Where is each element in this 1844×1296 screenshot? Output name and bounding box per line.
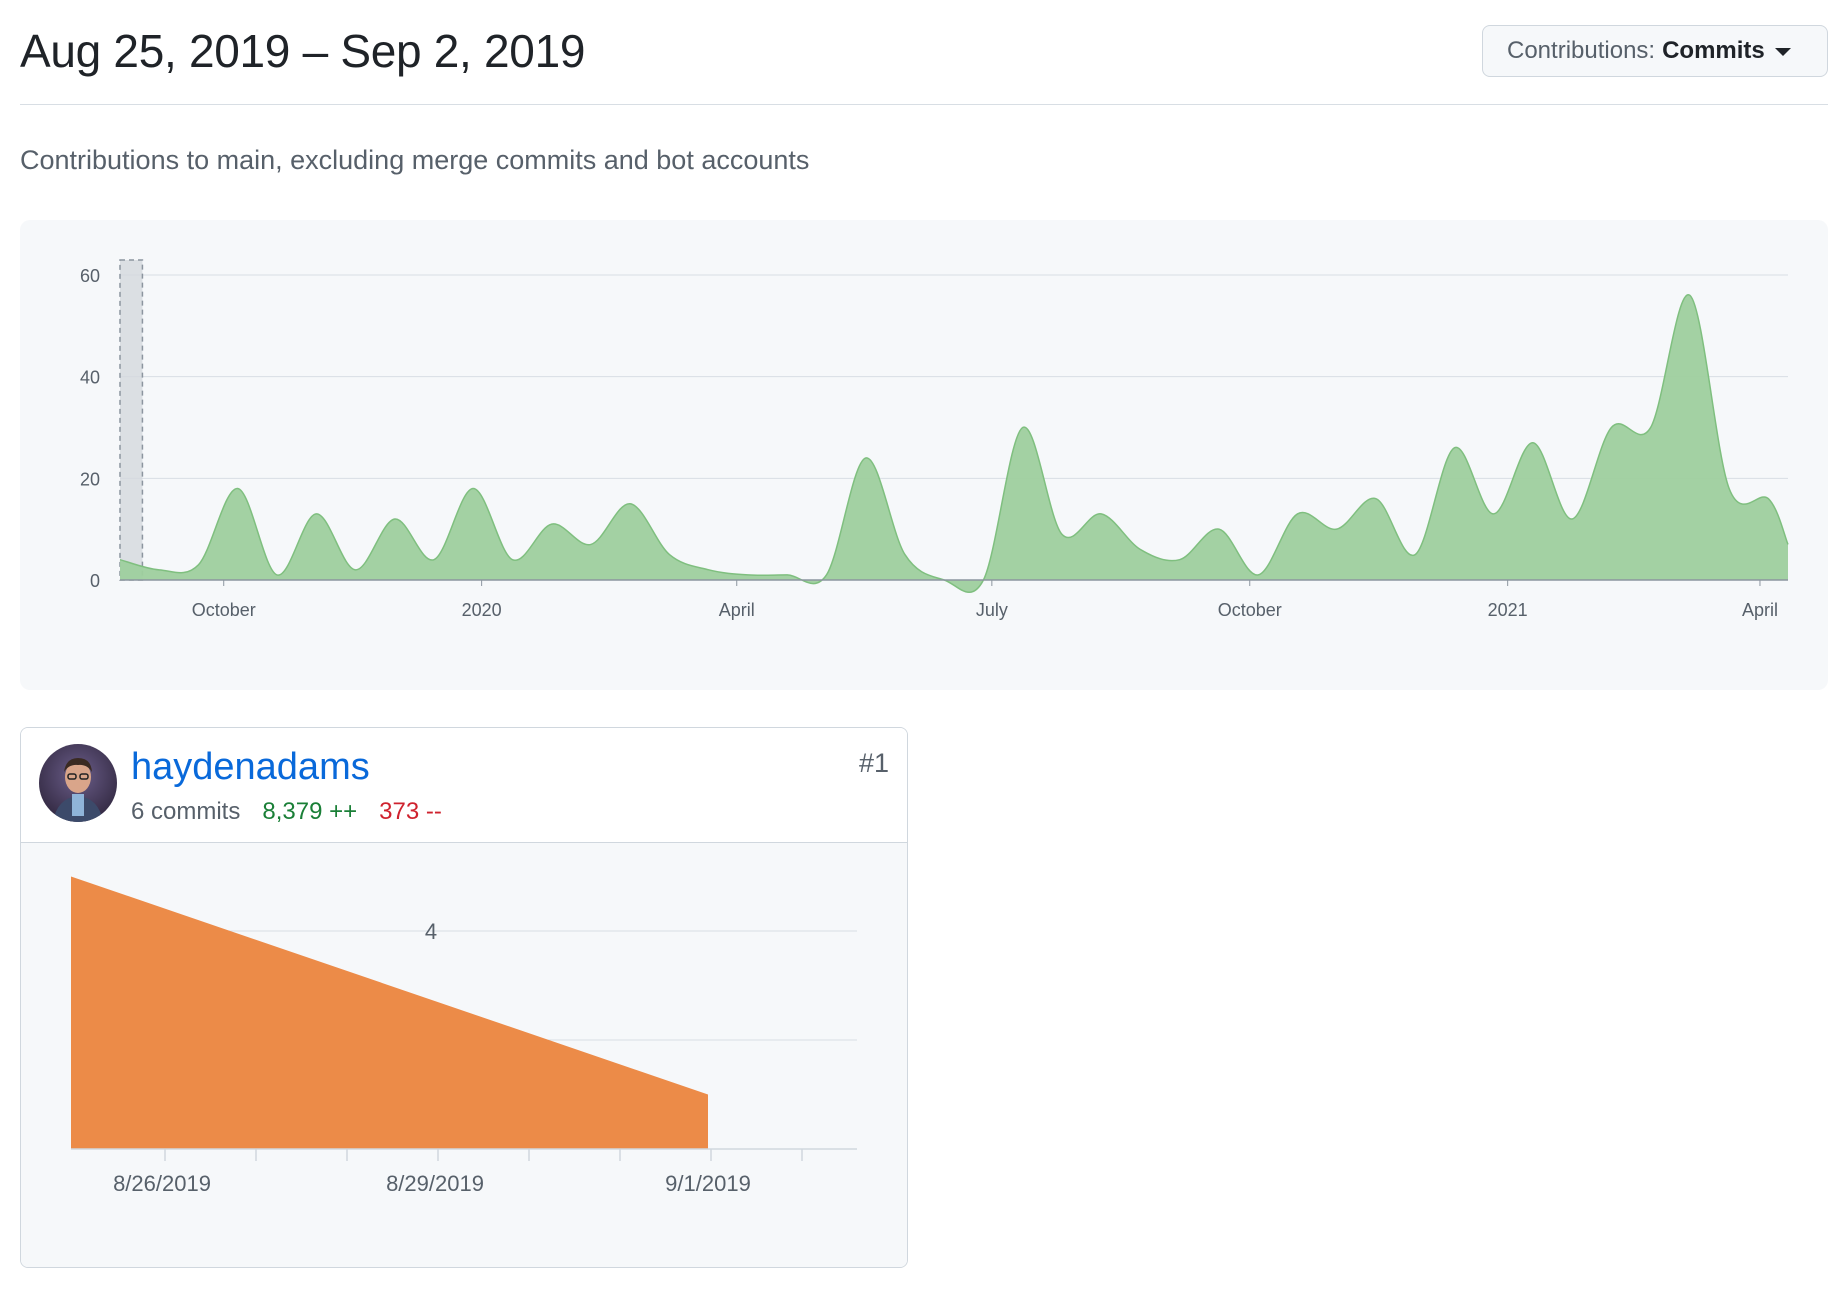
x-tick-label: October xyxy=(192,600,256,620)
x-tick-label: April xyxy=(1742,600,1778,620)
selection-brush xyxy=(119,259,144,581)
deletions-count: 373 -- xyxy=(379,798,442,825)
overview-data-point xyxy=(1727,487,1731,491)
page-header: Aug 25, 2019 – Sep 2, 2019 Contributions… xyxy=(20,18,1828,105)
overview-data-point xyxy=(1688,293,1692,297)
overview-data-point xyxy=(1021,426,1025,430)
overview-data-point xyxy=(785,573,789,577)
dropdown-value: Commits xyxy=(1662,37,1765,64)
overview-data-point xyxy=(275,573,279,577)
x-tick-label: April xyxy=(719,600,755,620)
overview-data-point xyxy=(471,487,475,491)
avatar-image xyxy=(39,744,117,822)
overview-data-point xyxy=(510,558,514,562)
contributor-chart: 4 8/26/2019 8/29/2019 9/1/2019 xyxy=(71,876,857,1196)
overview-data-point xyxy=(628,502,632,506)
x-tick-label: July xyxy=(976,600,1008,620)
overview-data-point xyxy=(236,487,240,491)
overview-data-point xyxy=(746,573,750,577)
contributor-area-series xyxy=(71,876,708,1149)
dropdown-prefix: Contributions: xyxy=(1507,37,1656,64)
overview-data-point xyxy=(1609,426,1613,430)
overview-data-point xyxy=(1452,446,1456,450)
overview-data-point xyxy=(1531,441,1535,445)
overview-data-point xyxy=(353,568,357,572)
y-tick-label: 40 xyxy=(80,368,100,388)
overview-data-point xyxy=(1649,426,1653,430)
overview-data-point xyxy=(1217,527,1221,531)
overview-data-point xyxy=(864,456,868,460)
overview-data-point xyxy=(1138,548,1142,552)
caret-down-icon xyxy=(1774,48,1791,56)
y-tick-label: 0 xyxy=(90,571,100,591)
overview-data-point xyxy=(1099,512,1103,516)
overview-data-point xyxy=(432,558,436,562)
x-tick-label: 9/1/2019 xyxy=(665,1171,751,1196)
overview-data-point xyxy=(1786,542,1790,546)
avatar[interactable] xyxy=(39,744,117,822)
overview-data-point xyxy=(1374,497,1378,501)
contributor-username-link[interactable]: haydenadams xyxy=(131,746,370,788)
overview-area-series xyxy=(120,294,1788,593)
contributor-chart-panel: 4 8/26/2019 8/29/2019 9/1/2019 xyxy=(21,843,907,1267)
overview-data-point xyxy=(1060,532,1064,536)
overview-area-outline xyxy=(119,294,1789,593)
overview-data-point xyxy=(196,563,200,567)
date-range-title: Aug 25, 2019 – Sep 2, 2019 xyxy=(20,25,586,77)
y-tick-label: 20 xyxy=(80,469,100,489)
overview-data-point xyxy=(393,517,397,521)
commit-count: 6 commits xyxy=(131,798,241,825)
overview-data-point xyxy=(824,573,828,577)
x-tick-label: October xyxy=(1218,600,1282,620)
overview-data-point xyxy=(589,542,593,546)
contributor-stats: 6 commits 8,379 ++ 373 -- xyxy=(131,798,442,826)
overview-data-point xyxy=(1178,558,1182,562)
overview-data-point xyxy=(1766,497,1770,501)
overview-chart-panel[interactable]: 0 20 40 60 October 2020 April July October 2021 Ap… xyxy=(20,220,1828,690)
overview-data-point xyxy=(667,553,671,557)
overview-data-point xyxy=(314,512,318,516)
contributor-card: haydenadams 6 commits 8,379 ++ 373 -- #1 4… xyxy=(20,727,908,1268)
overview-data-point xyxy=(1413,553,1417,557)
contributions-type-dropdown[interactable]: Contributions: Commits xyxy=(1482,25,1828,77)
overview-data-point xyxy=(550,522,554,526)
overview-chart[interactable]: 0 20 40 60 October 2020 April July October 2021 Ap… xyxy=(20,220,1828,690)
overview-data-point xyxy=(1295,512,1299,516)
x-tick-label: 2020 xyxy=(462,600,502,620)
x-tick-label: 8/26/2019 xyxy=(113,1171,211,1196)
overview-data-point xyxy=(903,553,907,557)
x-tick-label: 2021 xyxy=(1488,600,1528,620)
y-tick-label: 4 xyxy=(425,919,437,944)
x-tick-label: 8/29/2019 xyxy=(386,1171,484,1196)
overview-data-point xyxy=(1335,527,1339,531)
overview-data-point xyxy=(707,568,711,572)
contributor-rank: #1 xyxy=(858,748,889,778)
overview-data-point xyxy=(1492,512,1496,516)
contributor-card-header: haydenadams 6 commits 8,379 ++ 373 -- #1 xyxy=(21,728,907,843)
overview-data-point xyxy=(157,568,161,572)
overview-data-point xyxy=(1256,573,1260,577)
y-tick-label: 60 xyxy=(80,266,100,286)
contributions-subtitle: Contributions to main, excluding merge c… xyxy=(20,145,810,175)
overview-data-point xyxy=(1570,517,1574,521)
additions-count: 8,379 ++ xyxy=(262,798,358,825)
overview-data-point xyxy=(118,558,122,562)
